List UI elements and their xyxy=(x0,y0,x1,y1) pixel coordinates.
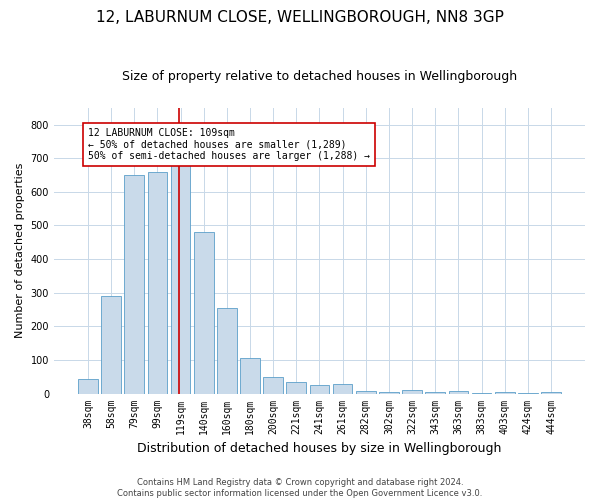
Bar xyxy=(379,392,399,394)
Bar xyxy=(541,392,561,394)
Bar xyxy=(263,376,283,394)
Text: Contains HM Land Registry data © Crown copyright and database right 2024.
Contai: Contains HM Land Registry data © Crown c… xyxy=(118,478,482,498)
Bar xyxy=(333,384,352,394)
Bar xyxy=(124,175,144,394)
Text: 12 LABURNUM CLOSE: 109sqm
← 50% of detached houses are smaller (1,289)
50% of se: 12 LABURNUM CLOSE: 109sqm ← 50% of detac… xyxy=(88,128,370,161)
Bar xyxy=(449,391,468,394)
Bar xyxy=(170,142,190,394)
Bar xyxy=(217,308,236,394)
Bar xyxy=(78,380,98,394)
Bar xyxy=(194,232,214,394)
Title: Size of property relative to detached houses in Wellingborough: Size of property relative to detached ho… xyxy=(122,70,517,83)
Bar xyxy=(472,392,491,394)
Bar xyxy=(148,172,167,394)
X-axis label: Distribution of detached houses by size in Wellingborough: Distribution of detached houses by size … xyxy=(137,442,502,455)
Bar xyxy=(286,382,306,394)
Bar xyxy=(356,391,376,394)
Bar xyxy=(240,358,260,394)
Bar xyxy=(310,385,329,394)
Text: 12, LABURNUM CLOSE, WELLINGBOROUGH, NN8 3GP: 12, LABURNUM CLOSE, WELLINGBOROUGH, NN8 … xyxy=(96,10,504,25)
Bar xyxy=(402,390,422,394)
Bar xyxy=(425,392,445,394)
Bar xyxy=(495,392,515,394)
Bar xyxy=(101,296,121,394)
Y-axis label: Number of detached properties: Number of detached properties xyxy=(15,163,25,338)
